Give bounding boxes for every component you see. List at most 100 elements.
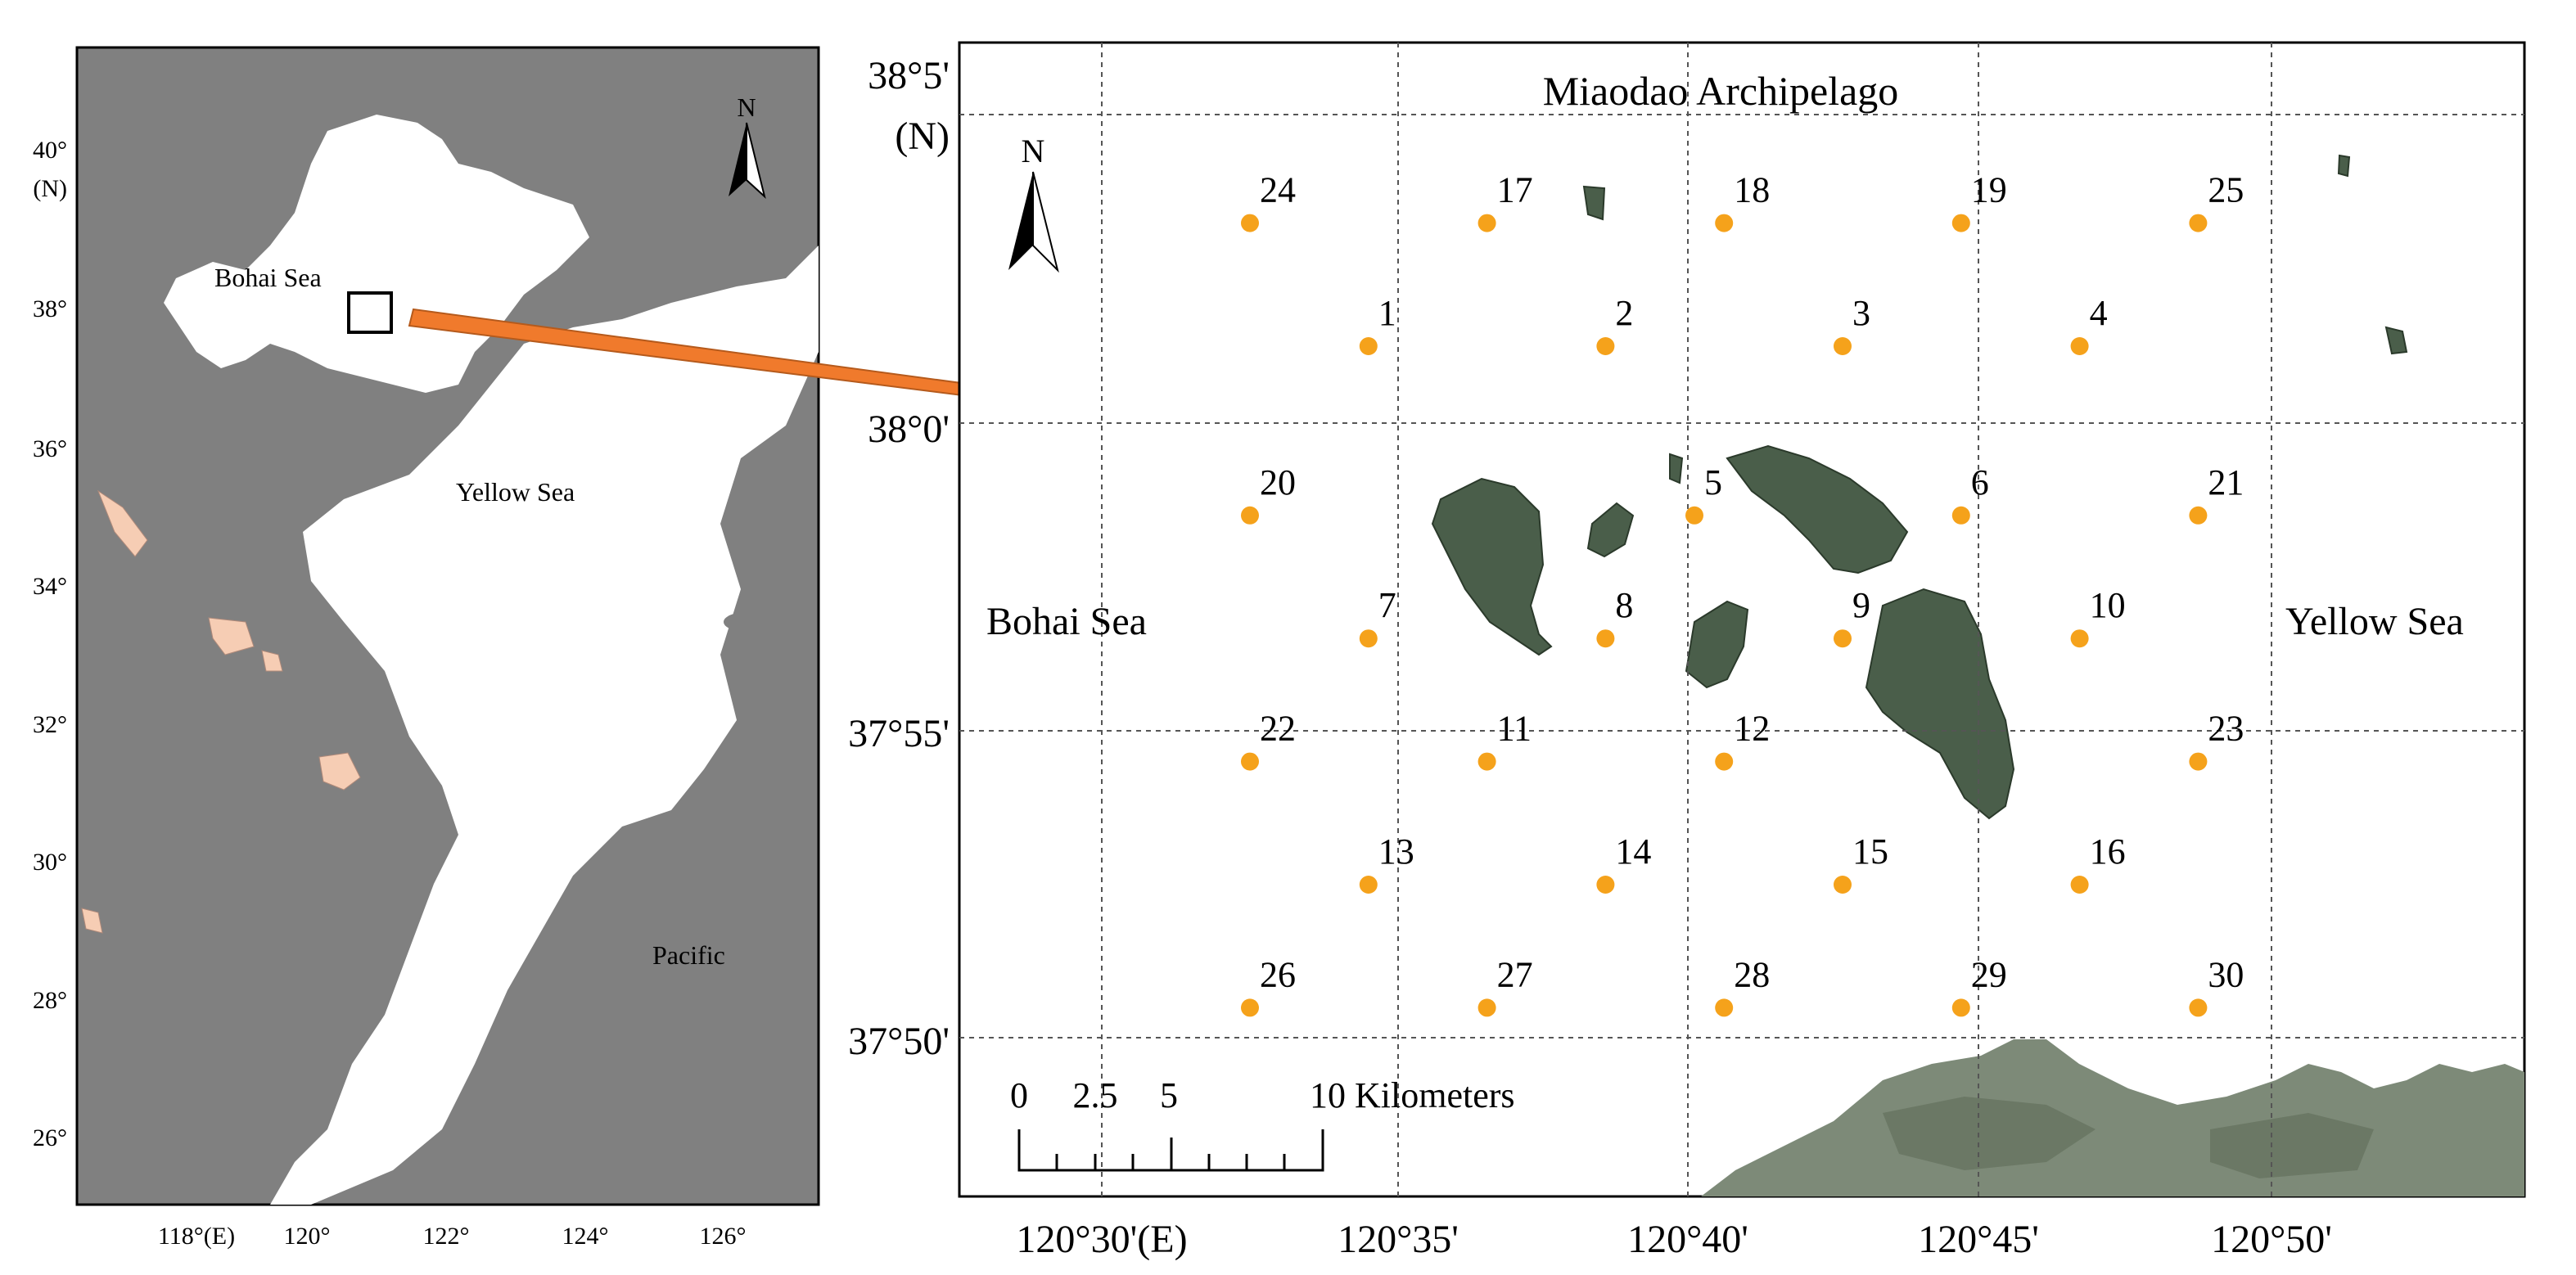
station-marker <box>2189 998 2208 1017</box>
station-marker <box>1241 998 1259 1017</box>
station-label: 21 <box>2208 462 2244 502</box>
station-label: 22 <box>1260 709 1296 749</box>
station-marker <box>2070 629 2089 648</box>
station-marker <box>1359 876 1378 894</box>
right-lat-label: 37°55' <box>848 712 950 755</box>
station-marker <box>1834 629 1852 648</box>
right-lat-label: (N) <box>895 115 950 158</box>
island-shape <box>1582 185 1606 221</box>
station-marker <box>1596 629 1615 648</box>
left-lat-label: 38° <box>33 295 67 322</box>
station-label: 27 <box>1497 954 1533 994</box>
station-marker <box>1359 629 1378 648</box>
right-yellow-sea-label: Yellow Sea <box>2285 600 2464 643</box>
station-marker <box>2070 876 2089 894</box>
station-marker <box>1951 998 1970 1017</box>
left-lat-label: 32° <box>33 711 67 738</box>
station-label: 19 <box>1971 170 2007 210</box>
left-lon-labels: 118°(E) 120° 122° 124° 126° <box>158 1223 747 1250</box>
scale-label: 5 <box>1160 1075 1178 1115</box>
left-lon-label: 120° <box>284 1223 331 1250</box>
station-label: 11 <box>1497 709 1532 749</box>
station-marker <box>1951 506 1970 525</box>
left-lat-label: 30° <box>33 849 67 876</box>
left-yellow-sea-label: Yellow Sea <box>456 477 575 507</box>
station-label: 7 <box>1378 585 1396 625</box>
right-detail-map: Miaodao Archipelago N Bohai Sea Yellow S… <box>848 41 2526 1261</box>
station-marker <box>1834 876 1852 894</box>
station-label: 30 <box>2208 954 2244 994</box>
right-lat-label: 38°0' <box>868 408 950 451</box>
station-marker <box>1241 214 1259 232</box>
station-label: 18 <box>1734 170 1770 210</box>
right-lon-label: 120°50' <box>2211 1218 2332 1261</box>
right-lat-label: 38°5' <box>868 54 950 97</box>
station-label: 2 <box>1615 293 1633 333</box>
station-label: 10 <box>2090 585 2126 625</box>
archipelago-islands <box>1431 154 2408 820</box>
island-shape <box>1431 477 1553 656</box>
left-lon-label: 124° <box>562 1223 609 1250</box>
station-label: 5 <box>1704 462 1722 502</box>
left-lat-label: 36° <box>33 435 67 462</box>
left-lat-label: (N) <box>33 175 67 202</box>
station-label: 17 <box>1497 170 1533 210</box>
station-label: 23 <box>2208 709 2244 749</box>
island-shape <box>1726 444 1909 574</box>
lake-shapes <box>81 489 361 934</box>
left-overview-map: N Bohai Sea Yellow Sea Pacific 40° (N) 3… <box>33 46 820 1250</box>
station-label: 25 <box>2208 170 2244 210</box>
station-label: 24 <box>1260 170 1296 210</box>
station-marker <box>1241 752 1259 771</box>
left-lat-label: 28° <box>33 987 67 1014</box>
station-marker <box>1477 752 1496 771</box>
station-marker <box>1477 214 1496 232</box>
scale-label: 0 <box>1010 1075 1028 1115</box>
scale-bar: 0 2.5 5 10 Kilometers <box>1010 1075 1515 1172</box>
yellow-sea-water <box>270 246 819 1205</box>
left-lon-label: 122° <box>423 1223 470 1250</box>
left-lon-label: 118°(E) <box>158 1223 235 1250</box>
island-shape <box>1586 502 1635 558</box>
station-label: 20 <box>1260 462 1296 502</box>
right-lat-labels: 38°5' (N) 38°0' 37°55' 37°50' <box>848 54 950 1063</box>
scale-label: 2.5 <box>1073 1075 1118 1115</box>
left-pacific-label: Pacific <box>652 940 725 970</box>
station-marker <box>1715 752 1734 771</box>
station-label: 16 <box>2090 831 2126 872</box>
island-shape <box>2337 154 2351 178</box>
station-marker <box>1715 214 1734 232</box>
station-label: 28 <box>1734 954 1770 994</box>
station-label: 13 <box>1378 831 1414 872</box>
left-lon-label: 126° <box>700 1223 747 1250</box>
station-label: 4 <box>2090 293 2108 333</box>
island-shape <box>2384 326 2408 355</box>
left-north-label: N <box>737 92 756 122</box>
station-marker <box>1951 214 1970 232</box>
archipelago-title: Miaodao Archipelago <box>1543 68 1899 114</box>
right-lat-label: 37°50' <box>848 1020 950 1063</box>
right-lon-label: 120°45' <box>1918 1218 2039 1261</box>
station-label: 8 <box>1615 585 1633 625</box>
left-lat-label: 34° <box>33 573 67 600</box>
left-lat-labels: 40° (N) 38° 36° 34° 32° 30° 28° 26° <box>33 137 67 1151</box>
station-label: 14 <box>1615 831 1651 872</box>
station-marker <box>2070 337 2089 355</box>
station-label: 3 <box>1852 293 1870 333</box>
left-lat-label: 40° <box>33 137 67 164</box>
station-label: 26 <box>1260 954 1296 994</box>
right-north-label: N <box>1022 133 1045 169</box>
right-lon-label: 120°30'(E) <box>1016 1218 1187 1261</box>
island-shape <box>1685 600 1749 689</box>
left-north-arrow: N <box>729 92 766 199</box>
mainland-coast-detail <box>1883 1097 2374 1178</box>
right-lon-label: 120°35' <box>1338 1218 1459 1261</box>
station-marker <box>1834 337 1852 355</box>
station-marker <box>1596 337 1615 355</box>
study-area-box <box>347 291 393 334</box>
station-marker <box>1477 998 1496 1017</box>
station-marker <box>1596 876 1615 894</box>
island-shape <box>1669 453 1684 484</box>
right-bohai-sea-label: Bohai Sea <box>986 600 1147 643</box>
